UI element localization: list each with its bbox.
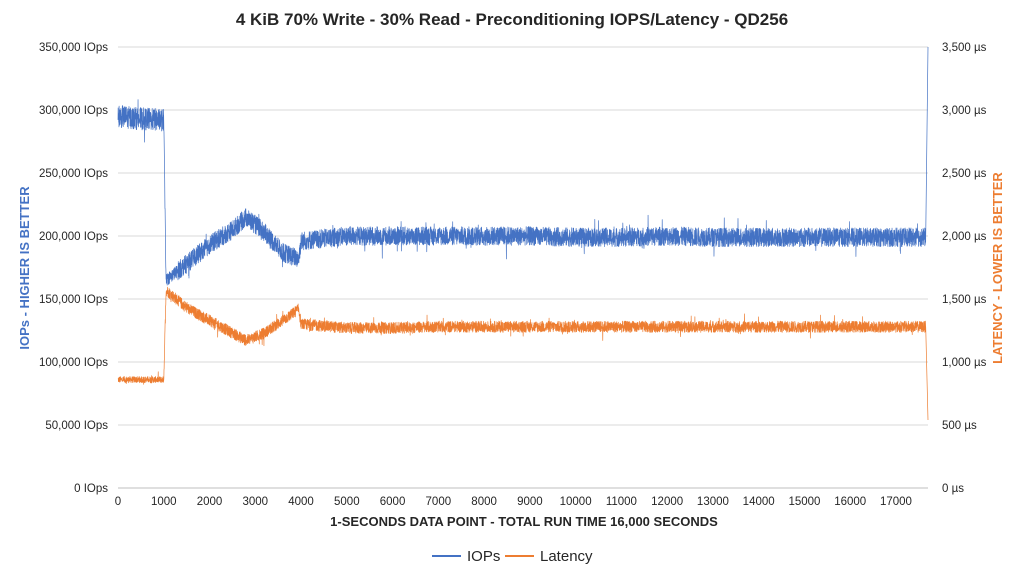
iops-series-line [117,46,929,286]
legend-iops-label: IOPs [467,548,500,565]
x-tick-label: 17000 [880,496,912,508]
x-tick-label: 8000 [471,496,497,508]
x-tick-label: 5000 [334,496,360,508]
y-right-tick-label: 0 µs [942,483,964,495]
y-right-tick-label: 2,500 µs [942,168,987,180]
x-tick-label: 13000 [697,496,729,508]
y-right-tick-label: 3,000 µs [942,105,987,117]
x-tick-label: 12000 [651,496,683,508]
latency-series-line [117,286,929,420]
y-left-tick-label: 300,000 IOps [39,105,108,117]
x-tick-label: 3000 [242,496,268,508]
y-right-tick-label: 3,500 µs [942,42,987,54]
x-tick-label: 14000 [743,496,775,508]
right-axis-ticks: 0 µs 500 µs 1,000 µs 1,500 µs 2,000 µs 2,500 … [942,42,987,495]
y-right-tick-label: 1,000 µs [942,357,987,369]
x-tick-label: 2000 [197,496,223,508]
gridlines [118,46,928,489]
x-tick-label: 0 [115,496,121,508]
y-right-tick-label: 500 µs [942,420,977,432]
latency-series [117,286,929,420]
x-tick-label: 4000 [288,496,314,508]
y-left-tick-label: 100,000 IOps [39,357,108,369]
y-left-tick-label: 0 IOps [74,483,108,495]
y-axis-right-label: LATENCY - LOWER IS BETTER [990,172,1005,364]
y-left-tick-label: 350,000 IOps [39,42,108,54]
y-left-tick-label: 250,000 IOps [39,168,108,180]
x-tick-label: 15000 [788,496,820,508]
x-axis-label: 1-SECONDS DATA POINT - TOTAL RUN TIME 16… [330,514,718,529]
legend-latency-label: Latency [540,548,593,565]
x-tick-label: 7000 [426,496,452,508]
y-left-tick-label: 150,000 IOps [39,294,108,306]
x-tick-label: 16000 [834,496,866,508]
chart-title: 4 KiB 70% Write - 30% Read - Preconditio… [236,10,788,29]
y-right-tick-label: 1,500 µs [942,294,987,306]
y-left-tick-label: 200,000 IOps [39,231,108,243]
y-right-tick-label: 2,000 µs [942,231,987,243]
x-tick-label: 6000 [380,496,406,508]
y-left-tick-label: 50,000 IOps [45,420,108,432]
x-tick-label: 1000 [151,496,177,508]
x-tick-label: 9000 [517,496,543,508]
left-axis-ticks: 0 IOps 50,000 IOps 100,000 IOps 150,000 IOp… [39,42,108,495]
x-tick-label: 10000 [560,496,592,508]
x-axis-ticks: 0 1000 2000 3000 4000 5000 6000 7000 8000 9000 100… [115,496,912,508]
y-axis-left-label: IOPs - HIGHER IS BETTER [17,186,32,350]
x-tick-label: 11000 [606,496,637,508]
iops-series [117,46,929,286]
legend: IOPs Latency [432,548,593,565]
